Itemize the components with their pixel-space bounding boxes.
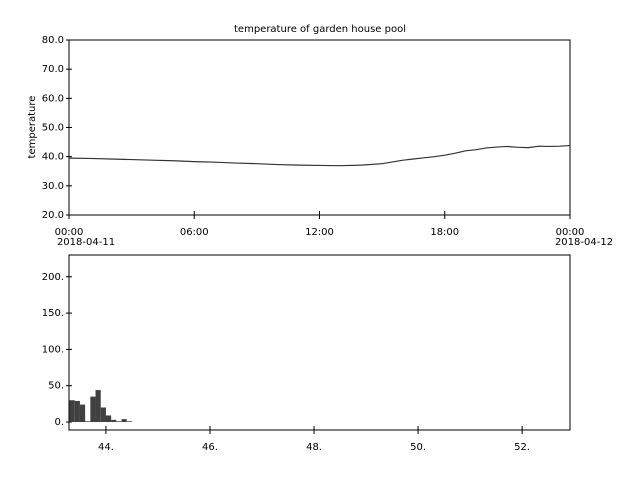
date-label: 2018-04-11 xyxy=(57,237,115,248)
line xyxy=(68,144,571,167)
y-tick-label: 60.0 xyxy=(42,93,64,104)
plot-frame xyxy=(68,254,571,431)
x-tick-label: 44. xyxy=(98,442,114,453)
x-tick-label: 18:00 xyxy=(430,227,459,238)
x-tick-label: 00:00 xyxy=(55,227,84,238)
y-tick-label: 20.0 xyxy=(42,210,64,221)
y-tick-label: 50.0 xyxy=(42,123,64,134)
y-axis-label: temperature xyxy=(27,96,38,159)
chart-title: temperature of garden house pool xyxy=(234,24,406,35)
y-tick-label: 30.0 xyxy=(42,181,64,192)
bar xyxy=(74,400,80,423)
y-tick-label: 70.0 xyxy=(42,64,64,75)
bar xyxy=(105,415,112,423)
y-tick-label: 200. xyxy=(42,272,64,283)
bar xyxy=(85,421,91,423)
x-tick-label: 46. xyxy=(202,442,218,453)
date-label: 2018-04-12 xyxy=(555,237,613,248)
bar xyxy=(90,396,96,423)
y-tick-label: 40.0 xyxy=(42,152,64,163)
x-tick-label: 52. xyxy=(514,442,530,453)
bar xyxy=(69,400,75,423)
x-tick-label: 00:00 xyxy=(556,227,585,238)
bar xyxy=(79,404,86,423)
x-tick-label: 50. xyxy=(410,442,426,453)
x-tick-label: 48. xyxy=(306,442,322,453)
bar xyxy=(100,407,106,423)
y-tick-label: 0. xyxy=(54,417,64,428)
x-tick-label: 06:00 xyxy=(180,227,209,238)
bar xyxy=(116,421,122,423)
bar xyxy=(126,421,132,423)
y-tick-label: 150. xyxy=(42,308,64,319)
x-tick-label: 12:00 xyxy=(305,227,334,238)
bar xyxy=(111,419,117,423)
bar xyxy=(95,390,101,423)
bar xyxy=(121,419,127,423)
y-tick-label: 100. xyxy=(42,344,64,355)
y-tick-label: 50. xyxy=(48,381,64,392)
y-tick-label: 80.0 xyxy=(42,35,64,46)
